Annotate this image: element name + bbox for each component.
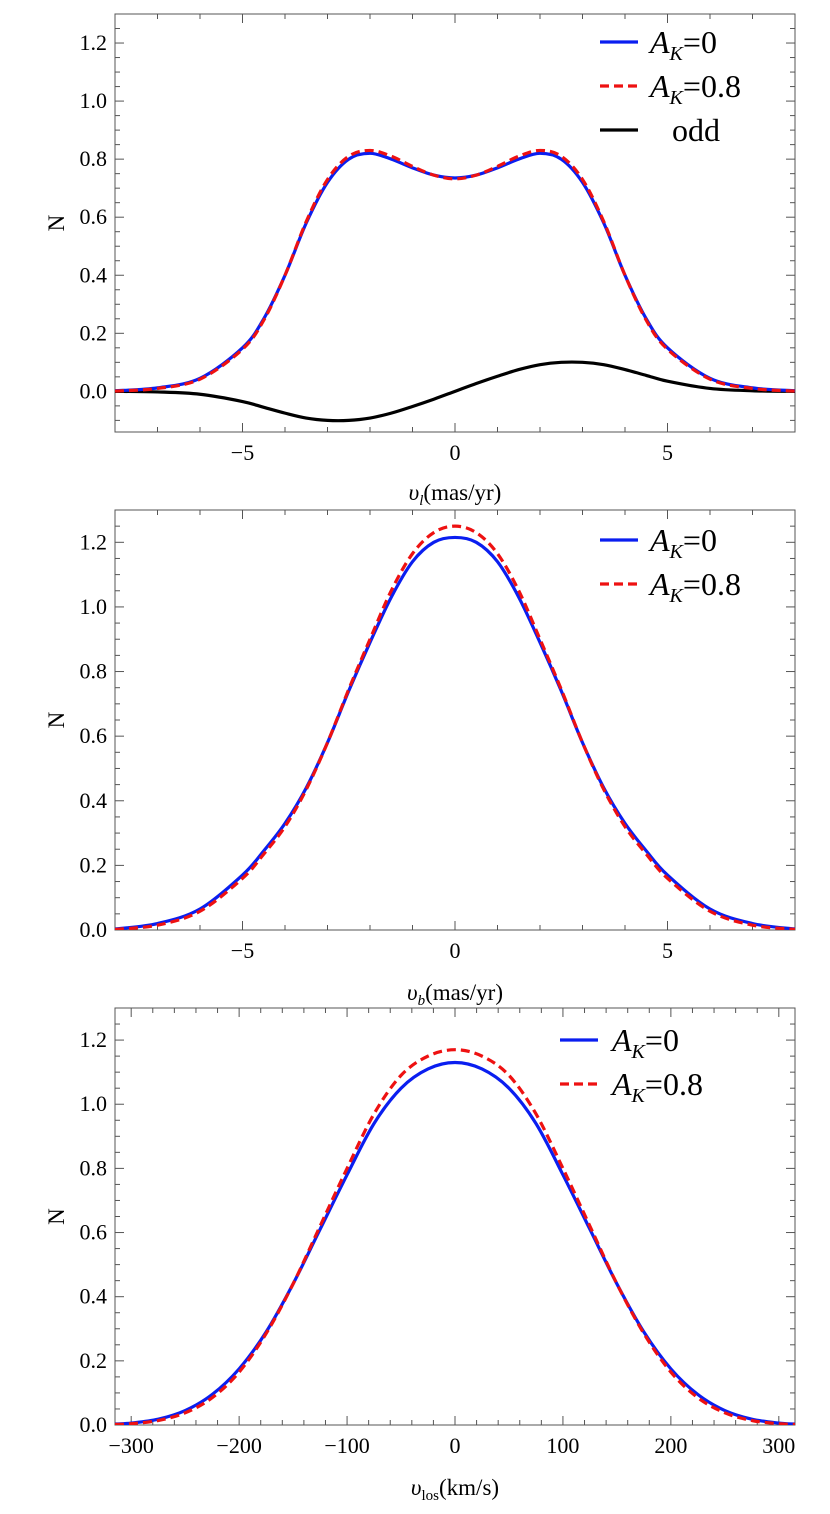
series-line-AK0 bbox=[115, 151, 795, 393]
x-tick-label: 0 bbox=[450, 1433, 461, 1458]
legend-label: AK=0 bbox=[648, 522, 717, 563]
y-tick-label: 0.0 bbox=[80, 917, 108, 942]
chart-panel-3: 0.0 0.2 0.4 0.6 0.8 1.0 1.2 −300 −200 −100 0 100 200… bbox=[44, 1007, 796, 1504]
x-axis-label: υlos(km/s) bbox=[411, 1475, 499, 1504]
legend-label: AK=0 bbox=[648, 24, 717, 65]
y-tick-label: 1.2 bbox=[80, 1027, 108, 1052]
y-axis-label: N bbox=[44, 214, 69, 231]
y-tick-label: 1.2 bbox=[80, 30, 108, 55]
x-tick-label: 5 bbox=[662, 440, 673, 465]
x-tick-label: 0 bbox=[450, 938, 461, 963]
y-tick-label: 0.0 bbox=[80, 378, 108, 403]
x-tick-label: 100 bbox=[546, 1433, 579, 1458]
y-tick-label: 0.8 bbox=[80, 659, 108, 684]
x-tick-label: 0 bbox=[450, 440, 461, 465]
legend-label: odd bbox=[672, 112, 720, 148]
legend-label: AK=0.8 bbox=[610, 1066, 703, 1107]
chart-panel-2: 0.0 0.2 0.4 0.6 0.8 1.0 1.2 −5 0 5 Nυb(mas/yr) AK=0… bbox=[44, 509, 796, 1009]
x-tick-label: 300 bbox=[762, 1433, 795, 1458]
y-tick-label: 1.0 bbox=[80, 88, 108, 113]
y-tick-label: 0.6 bbox=[80, 723, 108, 748]
y-axis-label: N bbox=[44, 711, 69, 728]
x-tick-label: −5 bbox=[231, 938, 254, 963]
legend-label: AK=0.8 bbox=[648, 68, 741, 109]
x-axis-label: υb(mas/yr) bbox=[407, 980, 503, 1009]
y-tick-label: 0.0 bbox=[80, 1412, 108, 1437]
series-line-AK0 bbox=[115, 1060, 795, 1425]
y-tick-label: 1.0 bbox=[80, 594, 108, 619]
x-tick-label: 5 bbox=[662, 938, 673, 963]
x-tick-label: −200 bbox=[216, 1433, 261, 1458]
series-line-AK0-8 bbox=[115, 148, 795, 393]
x-axis-label: υl(mas/yr) bbox=[409, 480, 502, 509]
y-tick-label: 0.8 bbox=[80, 1155, 108, 1180]
x-tick-label: −100 bbox=[324, 1433, 369, 1458]
y-tick-label: 0.6 bbox=[80, 1220, 108, 1245]
chart-panel-1: 0.0 0.2 0.4 0.6 0.8 1.0 1.2 −5 0 5 Nυl(mas/yr) AK=0… bbox=[44, 13, 796, 509]
y-tick-label: 0.8 bbox=[80, 146, 108, 171]
series-line-AK0-8 bbox=[115, 1048, 795, 1425]
y-tick-label: 0.2 bbox=[80, 852, 108, 877]
y-tick-label: 1.2 bbox=[80, 529, 108, 554]
y-tick-label: 0.4 bbox=[80, 1284, 108, 1309]
x-tick-label: 200 bbox=[654, 1433, 687, 1458]
y-tick-label: 0.6 bbox=[80, 204, 108, 229]
legend-label: AK=0.8 bbox=[648, 566, 741, 607]
y-tick-label: 1.0 bbox=[80, 1091, 108, 1116]
x-tick-label: −300 bbox=[108, 1433, 153, 1458]
legend-label: AK=0 bbox=[610, 1022, 679, 1063]
x-tick-label: −5 bbox=[231, 440, 254, 465]
y-tick-label: 0.4 bbox=[80, 262, 108, 287]
y-tick-label: 0.4 bbox=[80, 788, 108, 813]
series-line-AK0-8 bbox=[115, 524, 795, 930]
y-axis-label: N bbox=[44, 1208, 69, 1225]
y-tick-label: 0.2 bbox=[80, 1348, 108, 1373]
y-tick-label: 0.2 bbox=[80, 320, 108, 345]
series-line-odd bbox=[115, 360, 795, 423]
series-line-AK0 bbox=[115, 535, 795, 930]
